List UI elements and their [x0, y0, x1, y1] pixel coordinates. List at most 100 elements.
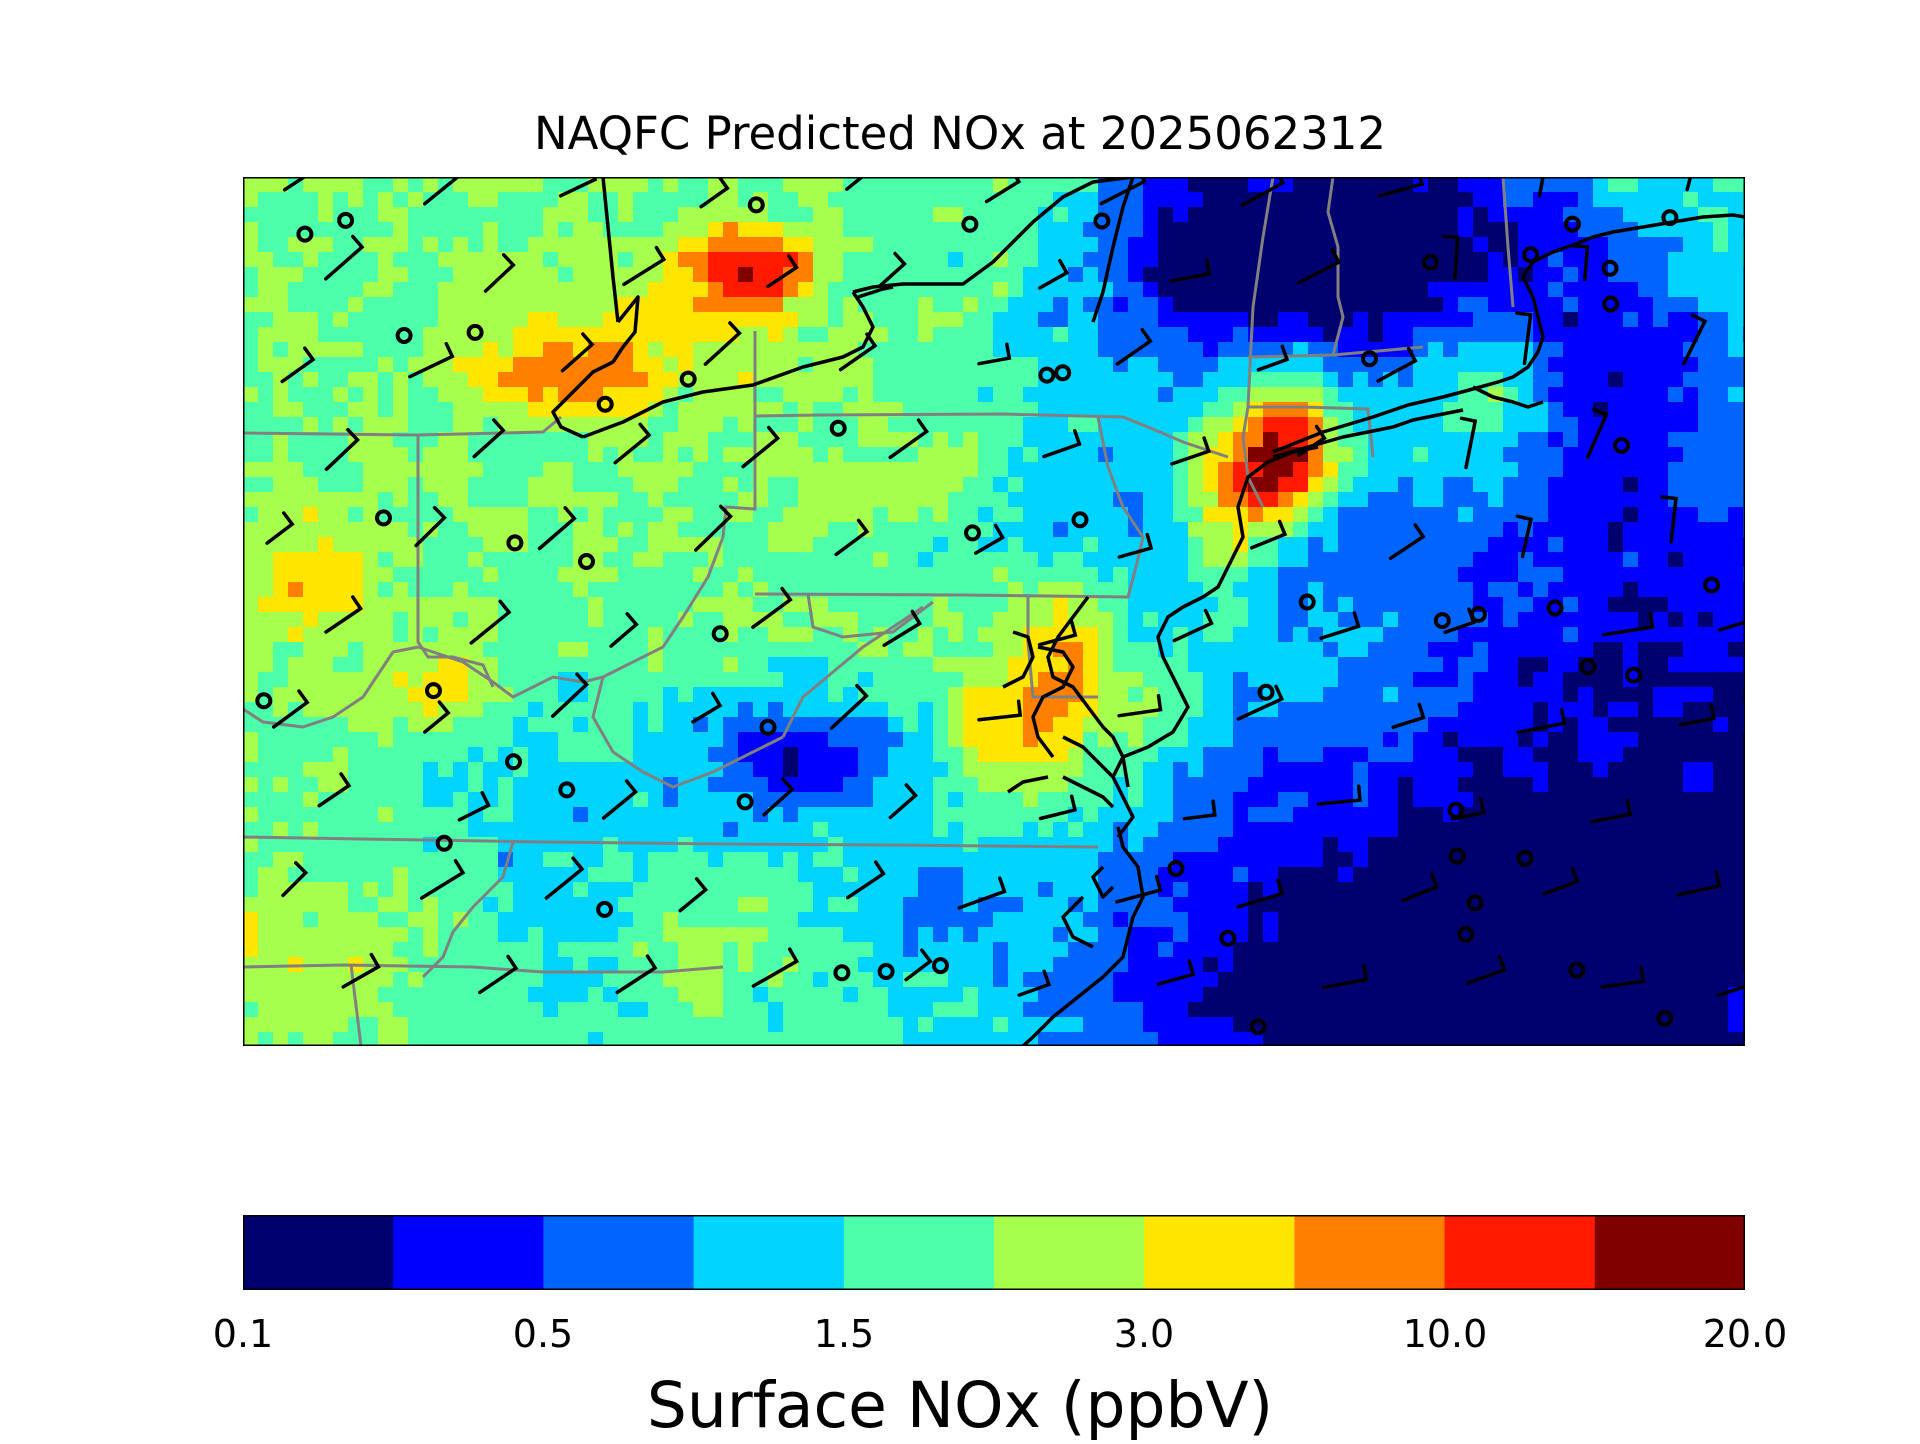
- nox-grid-cell: [363, 207, 379, 223]
- nox-grid-cell: [1668, 792, 1684, 808]
- nox-grid-cell: [1548, 822, 1564, 838]
- nox-grid-cell: [408, 357, 424, 373]
- nox-grid-cell: [648, 177, 664, 193]
- nox-grid-cell: [243, 357, 259, 373]
- nox-grid-cell: [1413, 462, 1429, 478]
- nox-grid-cell: [1668, 852, 1684, 868]
- nox-grid-cell: [393, 522, 409, 538]
- nox-grid-cell: [1038, 702, 1054, 718]
- nox-field: [243, 177, 1745, 1046]
- nox-grid-cell: [1548, 402, 1564, 418]
- nox-grid-cell: [1308, 282, 1324, 298]
- nox-grid-cell: [798, 252, 814, 268]
- nox-grid-cell: [1518, 477, 1534, 493]
- nox-grid-cell: [558, 477, 574, 493]
- nox-grid-cell: [1698, 612, 1714, 628]
- nox-grid-cell: [1638, 582, 1654, 598]
- nox-grid-cell: [1473, 432, 1489, 448]
- nox-grid-cell: [768, 747, 784, 763]
- nox-grid-cell: [1458, 687, 1474, 703]
- nox-grid-cell: [903, 912, 919, 928]
- nox-grid-cell: [648, 297, 664, 313]
- nox-grid-cell: [1173, 402, 1189, 418]
- nox-grid-cell: [1203, 672, 1219, 688]
- nox-grid-cell: [408, 297, 424, 313]
- nox-grid-cell: [1188, 492, 1204, 508]
- nox-grid-cell: [1728, 327, 1744, 343]
- nox-grid-cell: [1323, 282, 1339, 298]
- nox-grid-cell: [498, 642, 514, 658]
- nox-grid-cell: [1518, 222, 1534, 238]
- nox-grid-cell: [1698, 732, 1714, 748]
- nox-grid-cell: [663, 672, 679, 688]
- nox-grid-cell: [1473, 402, 1489, 418]
- nox-grid-cell: [918, 447, 934, 463]
- nox-grid-cell: [438, 822, 454, 838]
- nox-grid-cell: [558, 252, 574, 268]
- nox-grid-cell: [1653, 837, 1669, 853]
- nox-grid-cell: [303, 327, 319, 343]
- nox-grid-cell: [423, 582, 439, 598]
- nox-grid-cell: [1593, 342, 1609, 358]
- nox-grid-cell: [363, 267, 379, 283]
- nox-grid-cell: [1143, 552, 1159, 568]
- nox-grid-cell: [1383, 582, 1399, 598]
- nox-grid-cell: [678, 912, 694, 928]
- nox-grid-cell: [633, 627, 649, 643]
- nox-grid-cell: [1353, 687, 1369, 703]
- nox-grid-cell: [1098, 552, 1114, 568]
- nox-grid-cell: [1428, 822, 1444, 838]
- nox-grid-cell: [783, 492, 799, 508]
- nox-grid-cell: [1068, 207, 1084, 223]
- nox-grid-cell: [1593, 717, 1609, 733]
- nox-grid-cell: [1608, 477, 1624, 493]
- nox-grid-cell: [1488, 537, 1504, 553]
- nox-grid-cell: [468, 912, 484, 928]
- nox-grid-cell: [678, 657, 694, 673]
- nox-grid-cell: [1728, 402, 1744, 418]
- nox-grid-cell: [543, 642, 559, 658]
- nox-grid-cell: [918, 222, 934, 238]
- nox-grid-cell: [843, 687, 859, 703]
- nox-grid-cell: [258, 222, 274, 238]
- nox-grid-cell: [558, 462, 574, 478]
- nox-grid-cell: [1173, 522, 1189, 538]
- nox-grid-cell: [513, 342, 529, 358]
- nox-grid-cell: [1668, 357, 1684, 373]
- nox-grid-cell: [438, 762, 454, 778]
- nox-grid-cell: [1188, 297, 1204, 313]
- nox-grid-cell: [768, 387, 784, 403]
- nox-grid-cell: [1623, 357, 1639, 373]
- nox-grid-cell: [1518, 732, 1534, 748]
- nox-grid-cell: [993, 852, 1009, 868]
- nox-grid-cell: [708, 657, 724, 673]
- nox-grid-cell: [1158, 447, 1174, 463]
- nox-grid-cell: [963, 312, 979, 328]
- nox-grid-cell: [1428, 417, 1444, 433]
- nox-grid-cell: [1563, 852, 1579, 868]
- nox-grid-cell: [1548, 897, 1564, 913]
- nox-grid-cell: [258, 837, 274, 853]
- nox-grid-cell: [1533, 882, 1549, 898]
- nox-grid-cell: [1488, 582, 1504, 598]
- nox-grid-cell: [1668, 717, 1684, 733]
- nox-grid-cell: [483, 897, 499, 913]
- nox-grid-cell: [678, 567, 694, 583]
- nox-grid-cell: [1608, 267, 1624, 283]
- nox-grid-cell: [393, 207, 409, 223]
- nox-grid-cell: [1533, 537, 1549, 553]
- nox-grid-cell: [1488, 852, 1504, 868]
- nox-grid-cell: [1263, 612, 1279, 628]
- nox-grid-cell: [1203, 237, 1219, 253]
- nox-grid-cell: [1668, 282, 1684, 298]
- nox-grid-cell: [1473, 357, 1489, 373]
- nox-grid-cell: [873, 372, 889, 388]
- nox-grid-cell: [258, 627, 274, 643]
- nox-grid-cell: [1413, 807, 1429, 823]
- nox-grid-cell: [978, 462, 994, 478]
- nox-grid-cell: [1203, 312, 1219, 328]
- nox-grid-cell: [1293, 537, 1309, 553]
- nox-grid-cell: [1023, 417, 1039, 433]
- nox-grid-cell: [708, 432, 724, 448]
- nox-grid-cell: [888, 297, 904, 313]
